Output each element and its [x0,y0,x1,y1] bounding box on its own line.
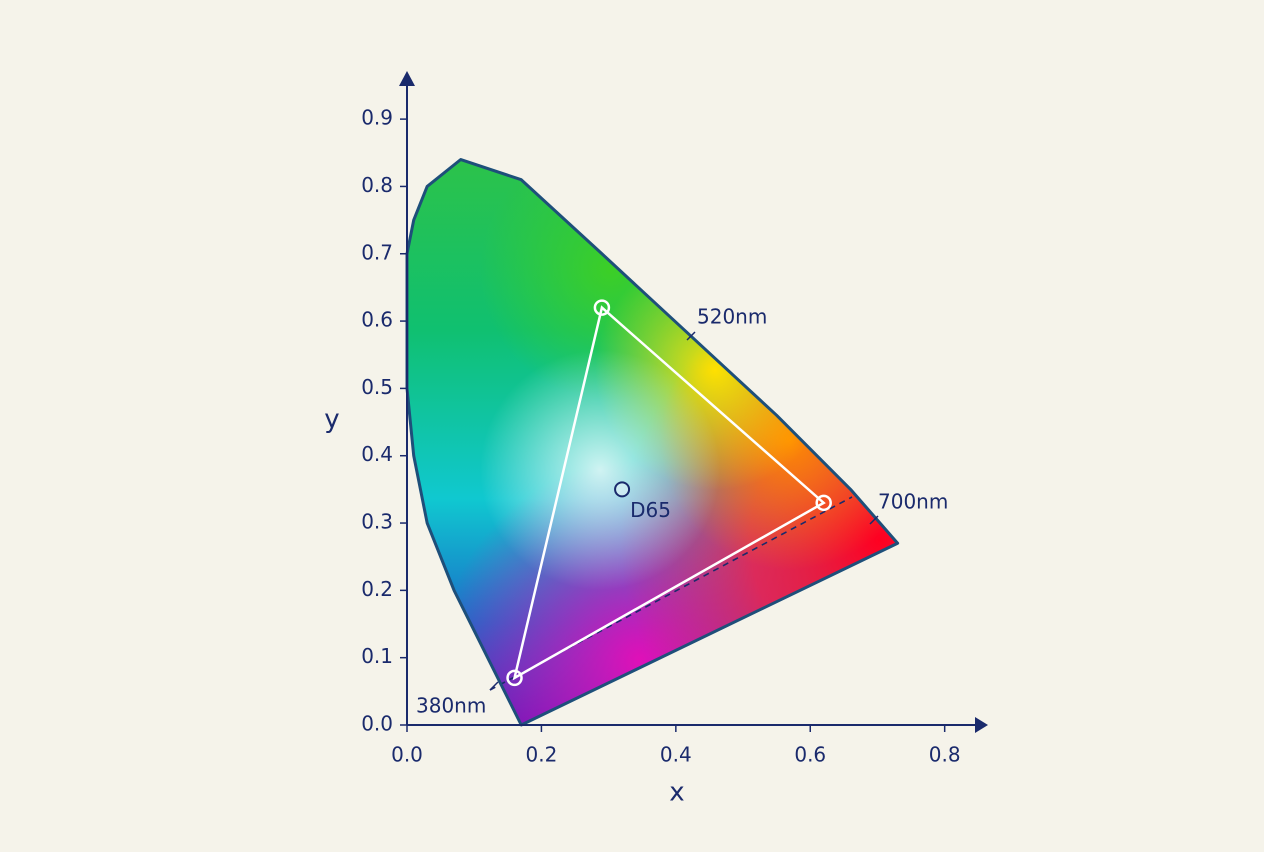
x-tick-label: 0.6 [794,743,826,767]
y-tick-label: 0.8 [361,173,393,197]
wavelength-tick [686,331,696,341]
wavelength-tick [869,515,879,525]
y-tick-label: 0.9 [361,106,393,130]
y-tick-label: 0.0 [361,712,393,736]
y-tick-label: 0.4 [361,442,393,466]
wavelength-tick [489,681,499,691]
locus-fill [407,159,898,726]
x-tick-label: 0.8 [929,743,961,767]
y-axis-label: y [324,405,339,435]
wavelength-label: 380nm [416,694,486,718]
white-point-label: D65 [630,498,671,522]
x-tick-label: 0.0 [391,743,423,767]
x-axis-label: x [669,778,684,808]
primary-point [593,299,611,316]
spectral-locus [405,158,900,727]
y-tick-label: 0.6 [361,308,393,332]
y-tick-label: 0.1 [361,644,393,668]
gamut-triangle [512,305,826,681]
x-tick-label: 0.4 [660,743,692,767]
primary-point [506,669,523,687]
y-tick-label: 0.3 [361,510,393,534]
white-point [614,481,631,498]
y-tick-label: 0.5 [361,375,393,399]
y-tick-label: 0.2 [361,577,393,601]
y-tick-label: 0.7 [361,240,393,264]
y-axis-arrow [399,71,415,86]
primary-point [815,494,832,512]
x-axis-arrow [975,717,988,733]
wavelength-label: 700nm [878,490,948,514]
wavelength-label: 520nm [697,305,767,329]
x-tick-label: 0.2 [526,743,558,767]
